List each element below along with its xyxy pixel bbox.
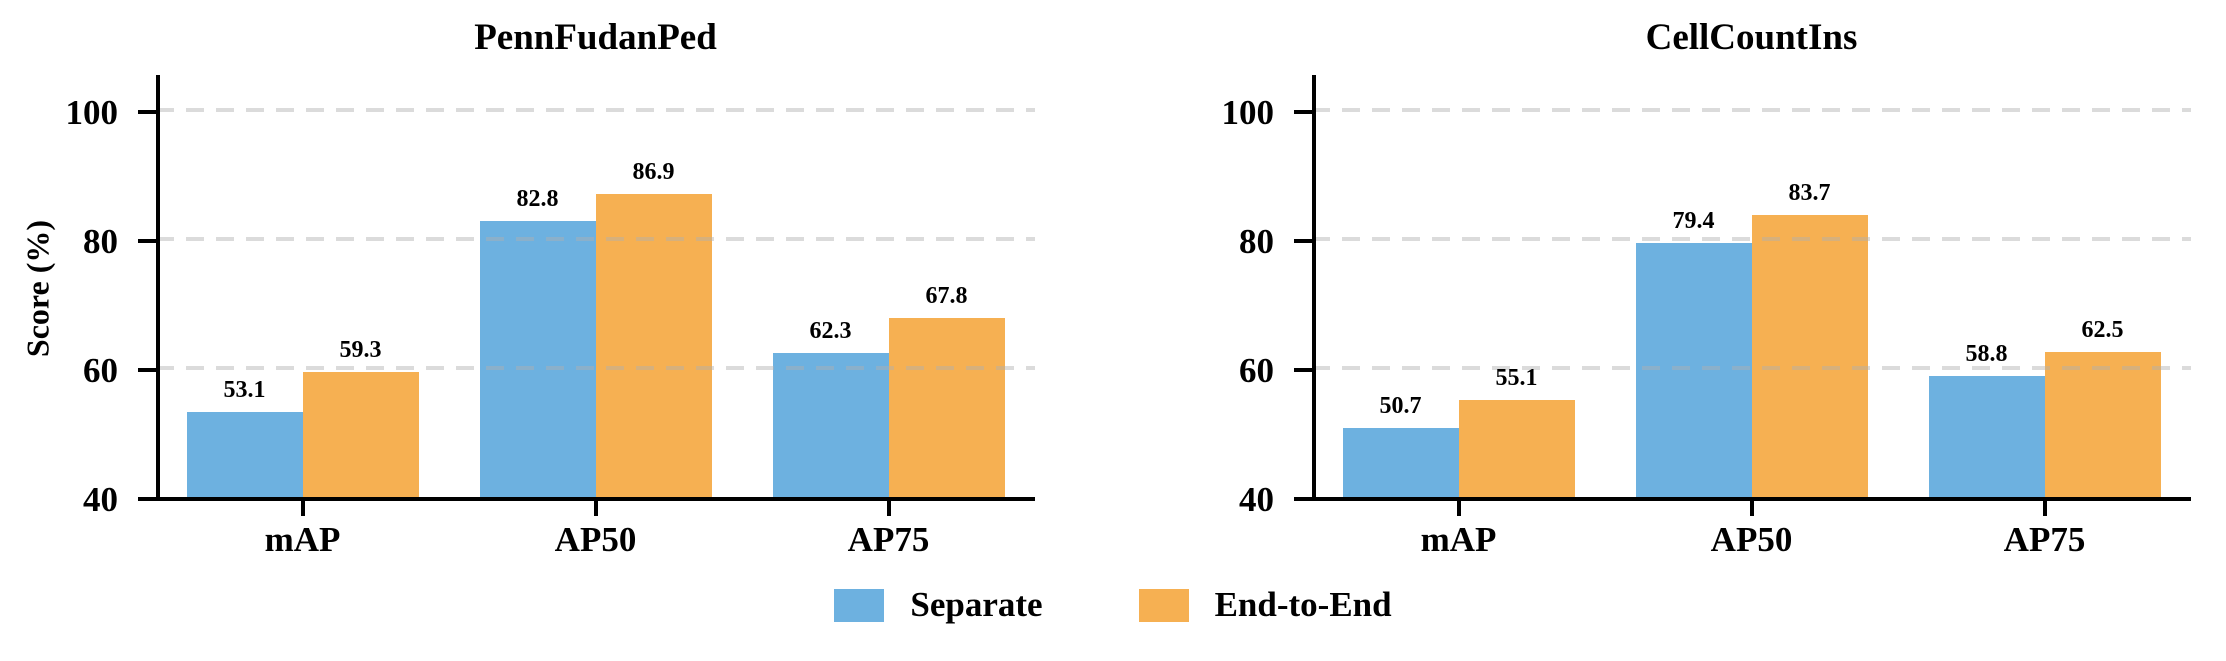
y-tick-mark-40	[1294, 497, 1312, 501]
y-tick-label-40: 40	[1239, 480, 1274, 519]
panel-title: PennFudanPed	[474, 17, 717, 58]
value-label-End-to-End-AP75: 62.5	[2081, 316, 2124, 343]
value-label-End-to-End-mAP: 55.1	[1495, 364, 1538, 391]
bar-End-to-End-AP50	[595, 194, 712, 497]
x-tick-label-mAP: mAP	[264, 520, 341, 559]
bar-Separate-AP75	[1928, 375, 2045, 497]
y-tick-label-60: 60	[1239, 350, 1274, 390]
gridline-y80	[1312, 236, 2191, 241]
legend-swatch-Separate	[834, 588, 885, 622]
legend-item-Separate: Separate	[834, 585, 1043, 624]
gridline-y60	[1312, 365, 2191, 370]
value-label-End-to-End-AP75: 67.8	[925, 282, 968, 309]
legend-swatch-End-to-End	[1138, 588, 1189, 622]
value-label-Separate-AP50: 79.4	[1672, 207, 1715, 234]
bar-Separate-AP50	[479, 220, 596, 497]
x-tick-label-AP50: AP50	[554, 520, 637, 559]
y-tick-mark-80	[1294, 238, 1312, 243]
x-tick-mark-mAP	[300, 501, 305, 516]
gridline-y100	[156, 107, 1035, 112]
x-tick-label-AP75: AP75	[847, 520, 930, 559]
panel-title: CellCountIns	[1645, 17, 1858, 58]
value-label-End-to-End-mAP: 59.3	[339, 337, 382, 364]
bar-Separate-AP75	[772, 353, 889, 497]
y-tick-mark-100	[1294, 109, 1312, 114]
y-tick-label-80: 80	[1239, 221, 1274, 261]
x-tick-mark-mAP	[1456, 501, 1461, 516]
x-tick-label-mAP: mAP	[1420, 520, 1497, 559]
x-axis-line	[1312, 497, 2191, 501]
value-label-Separate-AP75: 58.8	[1965, 340, 2008, 367]
x-tick-mark-AP75	[886, 501, 891, 516]
value-label-Separate-mAP: 53.1	[223, 377, 266, 404]
bar-End-to-End-mAP	[1458, 399, 1575, 497]
y-tick-label-80: 80	[83, 221, 118, 261]
value-label-Separate-AP75: 62.3	[809, 318, 852, 345]
bar-End-to-End-AP75	[888, 317, 1005, 497]
bar-End-to-End-mAP	[302, 372, 419, 497]
gridline-y100	[1312, 107, 2191, 112]
x-tick-mark-AP75	[2042, 501, 2047, 516]
x-tick-label-AP50: AP50	[1710, 520, 1793, 559]
legend-item-End-to-End: End-to-End	[1138, 585, 1392, 624]
value-label-End-to-End-AP50: 83.7	[1788, 180, 1831, 207]
value-label-End-to-End-AP50: 86.9	[632, 159, 675, 186]
y-tick-mark-60	[138, 367, 156, 372]
bar-Separate-mAP	[186, 412, 303, 497]
legend-label: Separate	[910, 585, 1043, 624]
y-tick-mark-40	[138, 497, 156, 501]
gridline-y80	[156, 236, 1035, 241]
y-tick-mark-100	[138, 109, 156, 114]
bar-End-to-End-AP50	[1751, 215, 1868, 497]
x-axis-line	[156, 497, 1035, 501]
bar-Separate-AP50	[1635, 242, 1752, 497]
legend: Separate End-to-End	[0, 586, 2226, 624]
legend-label: End-to-End	[1214, 585, 1392, 624]
value-label-Separate-AP50: 82.8	[516, 185, 559, 212]
x-tick-label-AP75: AP75	[2003, 520, 2086, 559]
bar-End-to-End-AP75	[2044, 351, 2161, 497]
x-tick-mark-AP50	[593, 501, 598, 516]
y-tick-label-100: 100	[65, 92, 119, 132]
y-tick-mark-80	[138, 238, 156, 243]
bar-Separate-mAP	[1342, 427, 1459, 497]
y-tick-label-60: 60	[83, 350, 118, 390]
y-tick-mark-60	[1294, 367, 1312, 372]
y-tick-label-40: 40	[83, 480, 118, 519]
gridline-y60	[156, 365, 1035, 370]
y-axis-line	[156, 75, 160, 501]
y-axis-line	[1312, 75, 1316, 501]
y-tick-label-100: 100	[1221, 92, 1275, 132]
value-label-Separate-mAP: 50.7	[1379, 392, 1422, 419]
x-tick-mark-AP50	[1749, 501, 1754, 516]
